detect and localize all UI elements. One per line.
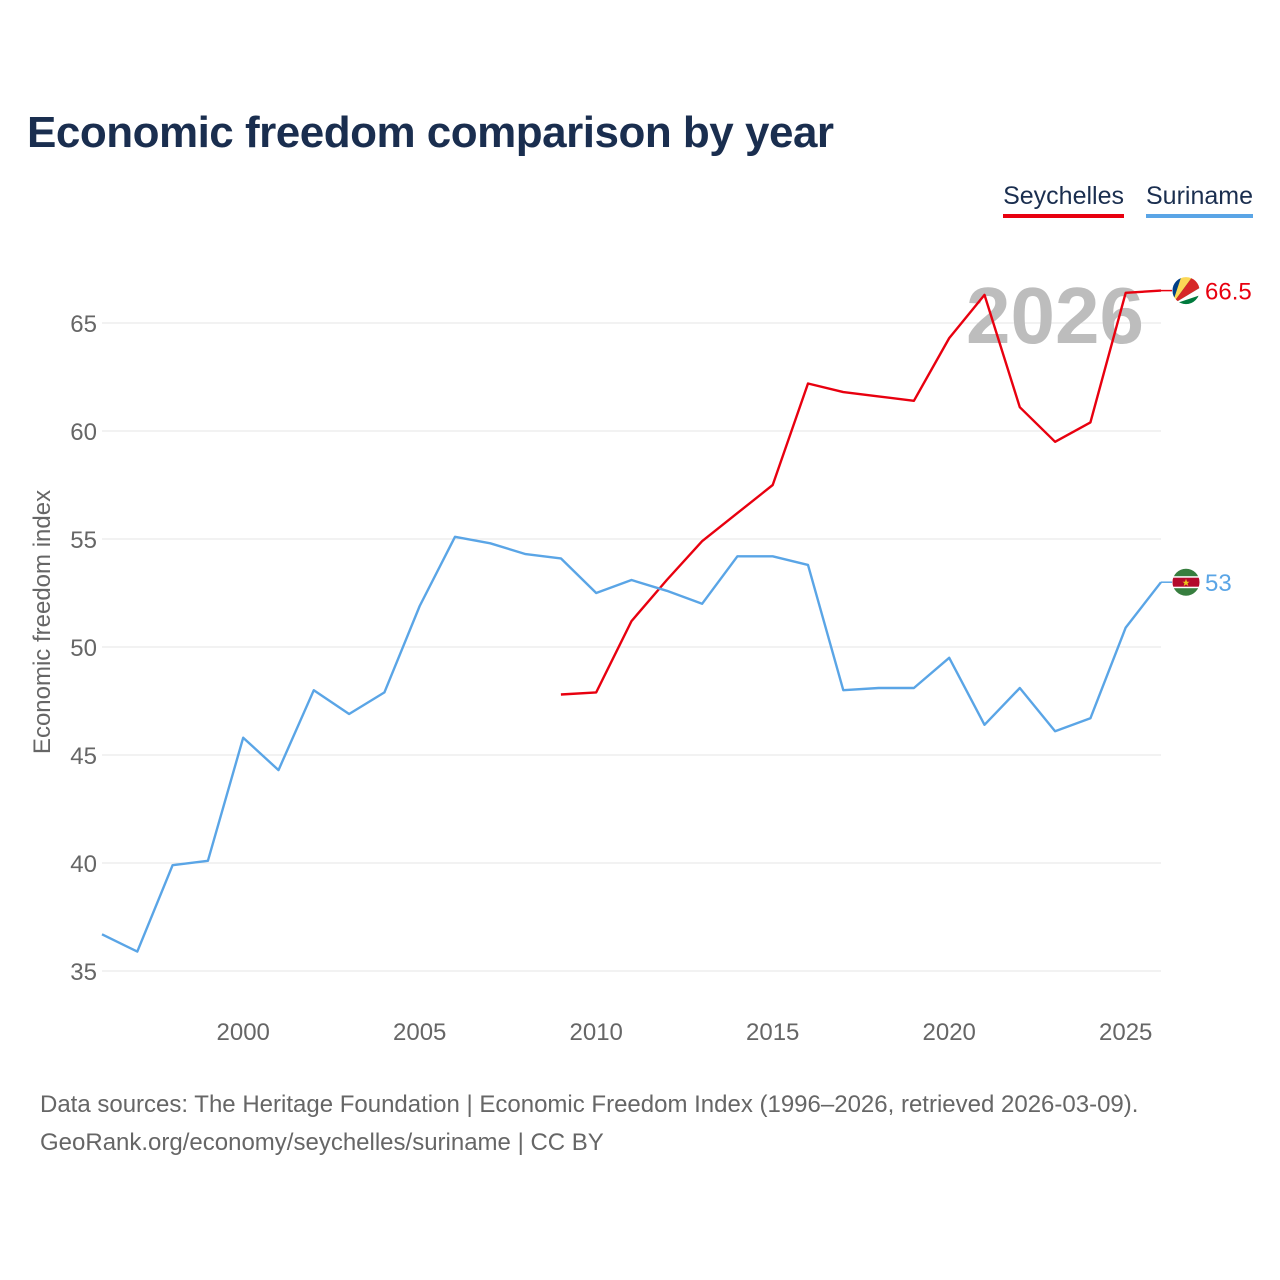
data-point[interactable] <box>343 708 355 720</box>
y-axis-ticks: 35 40 45 50 55 60 65 <box>70 311 97 986</box>
data-point[interactable] <box>484 537 496 549</box>
data-point[interactable] <box>1014 682 1026 694</box>
data-point[interactable] <box>520 548 532 560</box>
data-point[interactable] <box>555 552 567 564</box>
data-point[interactable] <box>696 598 708 610</box>
data-point[interactable] <box>590 686 602 698</box>
legend-item-suriname[interactable]: Suriname <box>1146 182 1253 218</box>
y-axis-label: Economic freedom index <box>29 490 56 754</box>
flag-icon-seychelles <box>1171 276 1201 306</box>
data-point[interactable] <box>837 386 849 398</box>
y-tick-label: 60 <box>70 419 97 446</box>
flag-icon-suriname <box>1171 567 1201 597</box>
x-tick-label: 2015 <box>746 1019 799 1046</box>
series-line-suriname[interactable] <box>101 535 1162 953</box>
data-point[interactable] <box>1120 622 1132 634</box>
data-point[interactable] <box>943 652 955 664</box>
series-line-seychelles[interactable] <box>560 289 1162 696</box>
data-point[interactable] <box>908 682 920 694</box>
x-tick-label: 2000 <box>217 1019 270 1046</box>
y-tick-label: 50 <box>70 635 97 662</box>
data-point[interactable] <box>1049 436 1061 448</box>
data-point[interactable] <box>873 682 885 694</box>
data-point[interactable] <box>802 377 814 389</box>
data-point[interactable] <box>731 507 743 519</box>
y-tick-label: 35 <box>70 959 97 986</box>
source-note: Data sources: The Heritage Foundation | … <box>40 1086 1138 1162</box>
data-point[interactable] <box>555 689 567 701</box>
chart-title: Economic freedom comparison by year <box>27 108 834 157</box>
data-point[interactable] <box>802 559 814 571</box>
source-line-1: Data sources: The Heritage Foundation | … <box>40 1091 1139 1118</box>
data-point[interactable] <box>767 479 779 491</box>
data-point[interactable] <box>1120 287 1132 299</box>
end-value-label-suriname: 53 <box>1205 570 1232 597</box>
y-tick-label: 40 <box>70 851 97 878</box>
data-point[interactable] <box>661 585 673 597</box>
data-point[interactable] <box>96 928 108 940</box>
data-point[interactable] <box>167 859 179 871</box>
data-point[interactable] <box>626 615 638 627</box>
data-point[interactable] <box>1084 712 1096 724</box>
gridlines <box>102 322 1161 972</box>
line-chart: 2026 35 40 45 50 55 60 65 2000 2005 2010 2015 2020… <box>29 271 1252 1046</box>
x-axis-ticks: 2000 2005 2010 2015 2020 2025 <box>217 1019 1153 1046</box>
year-watermark: 2026 <box>966 271 1144 360</box>
x-tick-label: 2010 <box>570 1019 623 1046</box>
legend-item-seychelles[interactable]: Seychelles <box>1003 182 1124 218</box>
data-point[interactable] <box>979 289 991 301</box>
data-point[interactable] <box>378 686 390 698</box>
data-point[interactable] <box>449 531 461 543</box>
x-tick-label: 2025 <box>1099 1019 1152 1046</box>
data-point[interactable] <box>696 535 708 547</box>
data-point[interactable] <box>1084 416 1096 428</box>
data-point[interactable] <box>273 764 285 776</box>
data-point[interactable] <box>308 684 320 696</box>
data-point[interactable] <box>590 587 602 599</box>
data-point[interactable] <box>1014 401 1026 413</box>
data-point[interactable] <box>767 550 779 562</box>
y-tick-label: 55 <box>70 527 97 554</box>
data-point[interactable] <box>979 719 991 731</box>
data-point[interactable] <box>414 600 426 612</box>
y-tick-label: 65 <box>70 311 97 338</box>
y-tick-label: 45 <box>70 743 97 770</box>
legend: Seychelles Suriname <box>1003 182 1253 218</box>
data-point[interactable] <box>908 395 920 407</box>
x-tick-label: 2005 <box>393 1019 446 1046</box>
data-point[interactable] <box>237 732 249 744</box>
series-end-markers: 66.5 53 <box>1161 276 1252 597</box>
data-point[interactable] <box>626 574 638 586</box>
end-value-label-seychelles: 66.5 <box>1205 279 1252 306</box>
data-point[interactable] <box>943 332 955 344</box>
x-tick-label: 2020 <box>923 1019 976 1046</box>
data-point[interactable] <box>131 946 143 958</box>
data-point[interactable] <box>731 550 743 562</box>
data-point[interactable] <box>1049 725 1061 737</box>
series-lines <box>96 287 1162 958</box>
data-point[interactable] <box>873 390 885 402</box>
data-point[interactable] <box>202 855 214 867</box>
source-line-2: GeoRank.org/economy/seychelles/suriname … <box>40 1129 604 1156</box>
data-point[interactable] <box>837 684 849 696</box>
data-point[interactable] <box>661 574 673 586</box>
